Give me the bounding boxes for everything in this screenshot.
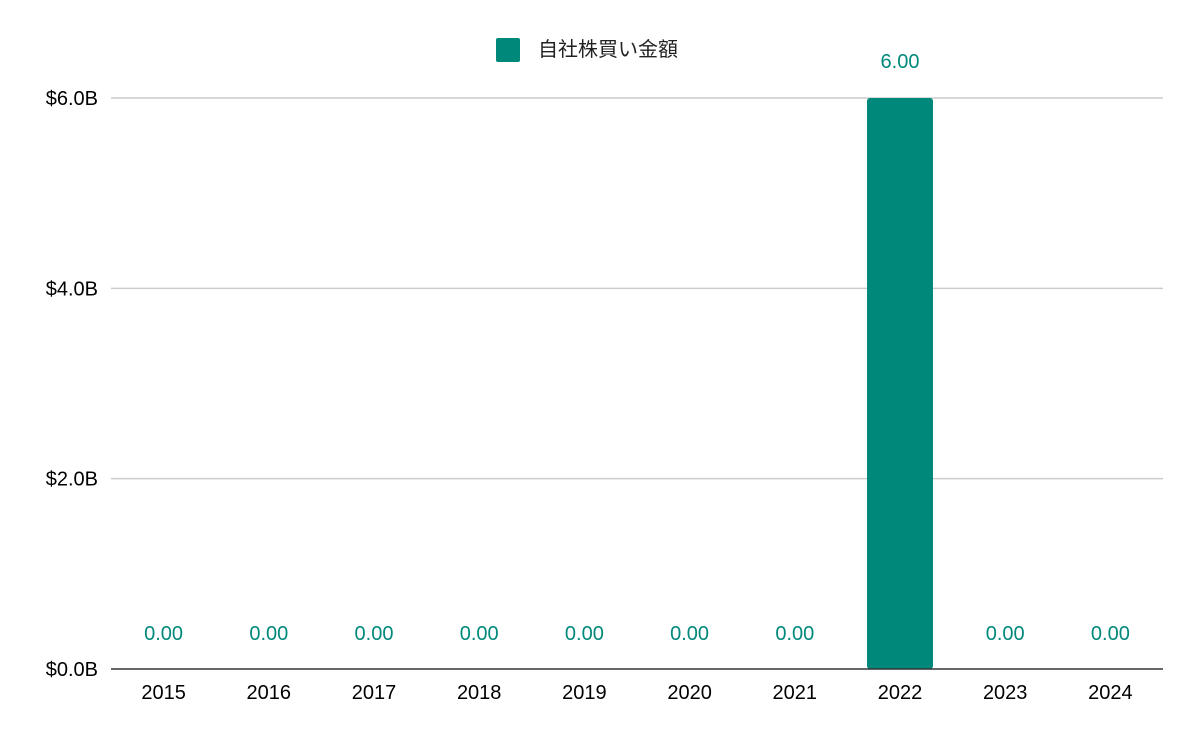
legend-label: 自社株買い金額 [538,37,678,61]
y-axis-ticks: $0.0B $2.0B $4.0B $6.0B [46,88,98,681]
y-tick-label: $4.0B [46,278,98,300]
data-label: 0.00 [1091,623,1130,645]
data-label: 0.00 [775,623,814,645]
x-tick-label: 2023 [983,682,1028,704]
x-tick-label: 2015 [141,682,186,704]
data-label: 0.00 [249,623,288,645]
data-label: 6.00 [881,51,920,73]
data-labels: 0.00 0.00 0.00 0.00 0.00 0.00 0.00 6.00 0.00 0.00 [144,51,1130,645]
bar [867,98,933,669]
data-label: 0.00 [460,623,499,645]
x-axis-ticks: 2015 2016 2017 2018 2019 2020 2021 2022 2023 2024 [141,682,1132,704]
y-tick-label: $0.0B [46,659,98,681]
legend: 自社株買い金額 [496,37,678,62]
data-label: 0.00 [670,623,709,645]
x-tick-label: 2018 [457,682,502,704]
x-tick-label: 2016 [247,682,292,704]
data-label: 0.00 [565,623,604,645]
x-tick-label: 2019 [562,682,607,704]
data-label: 0.00 [986,623,1025,645]
y-tick-label: $2.0B [46,469,98,491]
gridlines [111,97,1163,480]
x-tick-label: 2020 [667,682,712,704]
legend-swatch [496,38,520,62]
bars [867,98,933,669]
data-label: 0.00 [144,623,183,645]
x-tick-label: 2024 [1088,682,1133,704]
x-tick-label: 2022 [878,682,923,704]
x-tick-label: 2021 [773,682,818,704]
data-label: 0.00 [355,623,394,645]
x-tick-label: 2017 [352,682,397,704]
y-tick-label: $6.0B [46,88,98,110]
